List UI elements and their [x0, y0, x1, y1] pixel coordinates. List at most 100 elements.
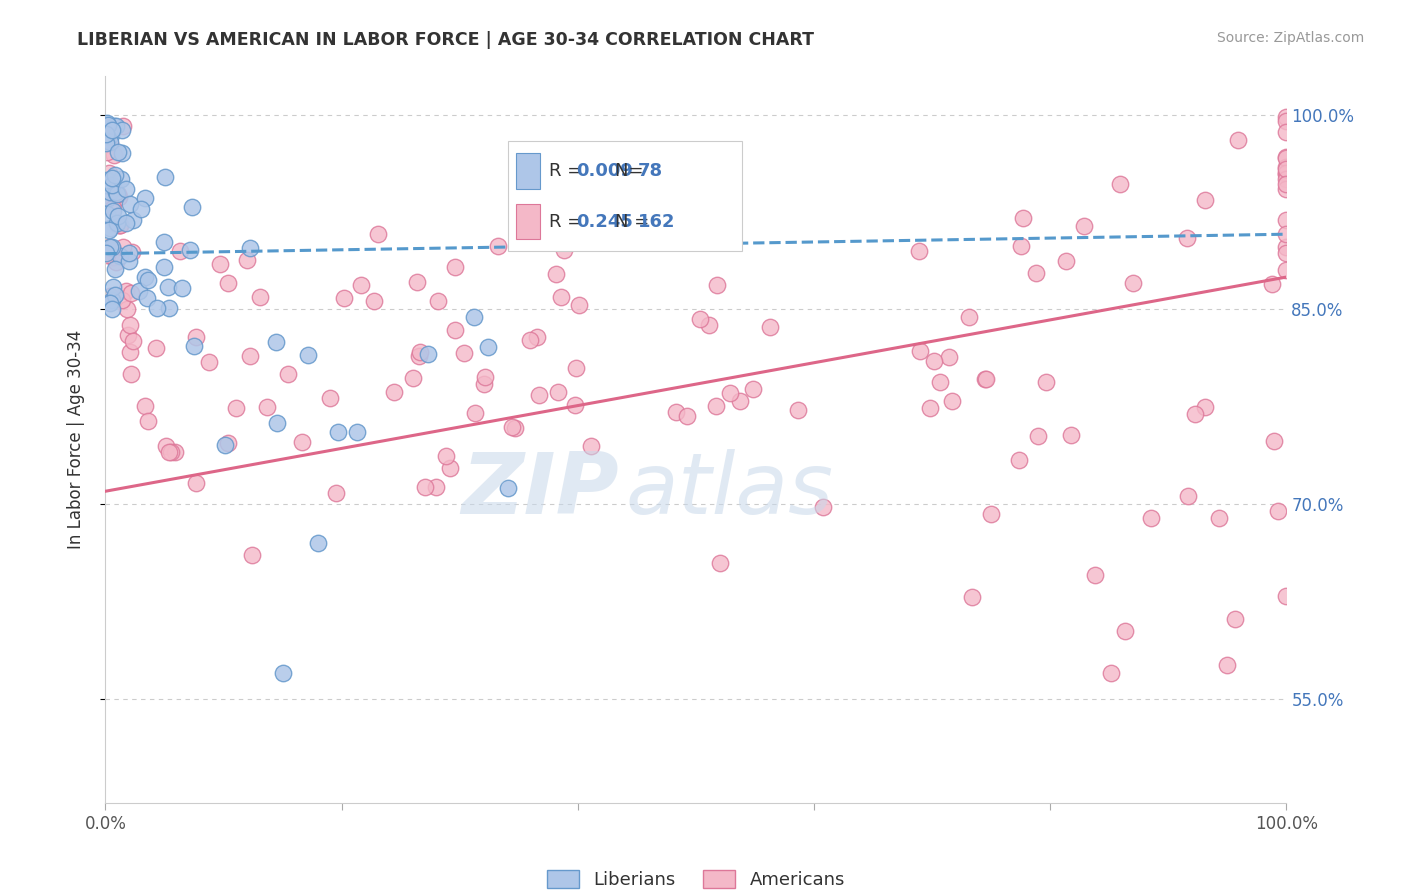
Point — [439, 461, 461, 475]
Point — [1108, 178, 1130, 192]
Point — [107, 187, 129, 202]
Point — [256, 400, 278, 414]
Point — [100, 135, 122, 149]
Point — [676, 409, 699, 424]
Point — [709, 556, 731, 570]
Point — [1263, 434, 1285, 449]
Point — [101, 250, 124, 264]
Point — [1122, 277, 1144, 291]
Point — [103, 147, 125, 161]
Point — [581, 439, 603, 453]
Point — [107, 145, 129, 160]
Point — [217, 277, 239, 291]
Point — [101, 301, 124, 316]
Point — [1275, 125, 1298, 139]
Point — [186, 329, 208, 343]
Text: LIBERIAN VS AMERICAN IN LABOR FORCE | AGE 30-34 CORRELATION CHART: LIBERIAN VS AMERICAN IN LABOR FORCE | AG… — [77, 31, 814, 49]
Text: 0.009: 0.009 — [576, 162, 633, 180]
Point — [1054, 254, 1077, 268]
Point — [409, 345, 432, 359]
Point — [98, 296, 121, 310]
Point — [100, 243, 122, 257]
Point — [1035, 375, 1057, 389]
Point — [104, 261, 127, 276]
Point — [974, 372, 997, 386]
Point — [1267, 504, 1289, 518]
Point — [526, 330, 548, 344]
Point — [922, 354, 945, 368]
Point — [108, 218, 131, 232]
Point — [138, 272, 160, 286]
Point — [527, 388, 550, 402]
Point — [103, 119, 125, 133]
Point — [325, 486, 347, 500]
Legend: Liberians, Americans: Liberians, Americans — [540, 863, 852, 892]
Point — [98, 239, 121, 253]
Point — [920, 401, 942, 415]
Point — [105, 255, 128, 269]
Point — [114, 285, 136, 299]
Point — [1184, 407, 1206, 421]
Point — [697, 318, 720, 333]
Point — [271, 665, 294, 680]
Bar — [516, 153, 540, 188]
Point — [98, 223, 121, 237]
Point — [704, 399, 727, 413]
Point — [94, 127, 117, 141]
Point — [157, 301, 180, 315]
Point — [96, 189, 118, 203]
Point — [519, 333, 541, 347]
Point — [472, 376, 495, 391]
Point — [97, 118, 120, 132]
Text: R =: R = — [550, 212, 588, 231]
Text: atlas: atlas — [626, 449, 834, 532]
Point — [117, 327, 139, 342]
Point — [208, 257, 231, 271]
Point — [408, 349, 430, 363]
Point — [105, 119, 128, 133]
Text: 0.245: 0.245 — [576, 212, 633, 231]
Point — [434, 450, 457, 464]
Point — [186, 476, 208, 491]
Point — [96, 145, 118, 160]
Point — [110, 218, 132, 232]
Point — [107, 209, 129, 223]
Point — [1275, 172, 1298, 186]
Point — [111, 240, 134, 254]
Bar — [516, 204, 540, 239]
Point — [111, 119, 134, 133]
Point — [115, 216, 138, 230]
Point — [307, 536, 329, 550]
Point — [741, 382, 763, 396]
Point — [155, 439, 177, 453]
Point — [974, 372, 997, 386]
Point — [98, 185, 121, 199]
Point — [225, 401, 247, 415]
Point — [94, 136, 117, 150]
Text: 78: 78 — [638, 162, 664, 180]
Point — [105, 186, 128, 201]
Point — [153, 235, 176, 249]
Point — [1216, 657, 1239, 672]
Point — [1275, 589, 1298, 603]
Point — [118, 345, 141, 359]
Point — [1194, 401, 1216, 415]
Point — [1099, 665, 1122, 680]
Point — [277, 367, 299, 381]
Point — [1010, 239, 1032, 253]
Point — [960, 591, 983, 605]
Point — [165, 445, 187, 459]
Point — [444, 323, 467, 337]
Point — [103, 244, 125, 258]
Point — [346, 425, 368, 439]
Point — [474, 370, 496, 384]
Point — [453, 346, 475, 360]
Point — [759, 320, 782, 334]
Point — [134, 191, 156, 205]
Point — [239, 349, 262, 363]
Point — [159, 445, 181, 459]
Point — [134, 400, 156, 414]
Point — [1275, 227, 1298, 241]
Point — [1260, 277, 1282, 292]
Point — [145, 301, 167, 315]
